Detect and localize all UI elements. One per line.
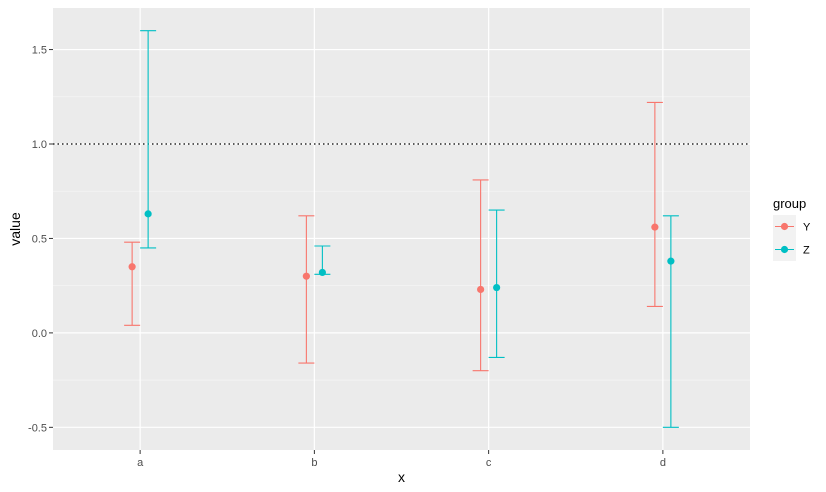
y-tick-label: 1.0 (32, 139, 47, 151)
x-tick-label: b (311, 457, 317, 469)
x-tick-label: a (137, 457, 144, 469)
y-tick-label: -0.5 (28, 422, 47, 434)
y-axis: -0.5 0.0 0.5 1.0 1.5 (28, 45, 53, 434)
errorbar-group-Z-d (662, 215, 679, 428)
point-Z-c (493, 283, 501, 292)
point-Y-b (302, 272, 310, 280)
x-tick-label: c (486, 457, 492, 469)
point-Y-c (477, 285, 485, 294)
errorbar-group-Z-b (314, 245, 331, 277)
point-Y-d (651, 223, 659, 231)
x-axis-title: x (398, 469, 405, 485)
grid-major (53, 8, 750, 450)
errorbar-group-Y-a (124, 241, 141, 326)
y-tick-label: 0.0 (32, 328, 47, 340)
point-Z-d (667, 257, 675, 265)
errorbar-group-Y-d (646, 101, 663, 307)
legend-label-Z: Z (803, 245, 810, 257)
point-Y-a (128, 263, 136, 271)
y-axis-title: value (7, 212, 23, 246)
errorbar-group-Y-c (472, 179, 489, 372)
plot-panel (53, 8, 750, 450)
x-axis: a b c d (137, 450, 666, 469)
legend-key-point (780, 222, 789, 231)
point-Z-a (144, 210, 152, 218)
y-tick-label: 0.5 (32, 233, 47, 245)
grid-minor (53, 96, 750, 381)
data-marks (124, 30, 679, 428)
errorbar-group-Z-a (140, 30, 157, 249)
x-tick-label: d (660, 457, 666, 469)
legend-title: group (773, 196, 806, 211)
legend-key-point (780, 245, 789, 254)
y-tick-label: 1.5 (32, 45, 47, 57)
point-Z-b (318, 268, 326, 277)
errorbar-group-Y-b (298, 215, 315, 364)
legend: group YZ (773, 196, 811, 261)
errorbar-group-Z-c (488, 209, 505, 358)
legend-label-Y: Y (803, 222, 811, 234)
